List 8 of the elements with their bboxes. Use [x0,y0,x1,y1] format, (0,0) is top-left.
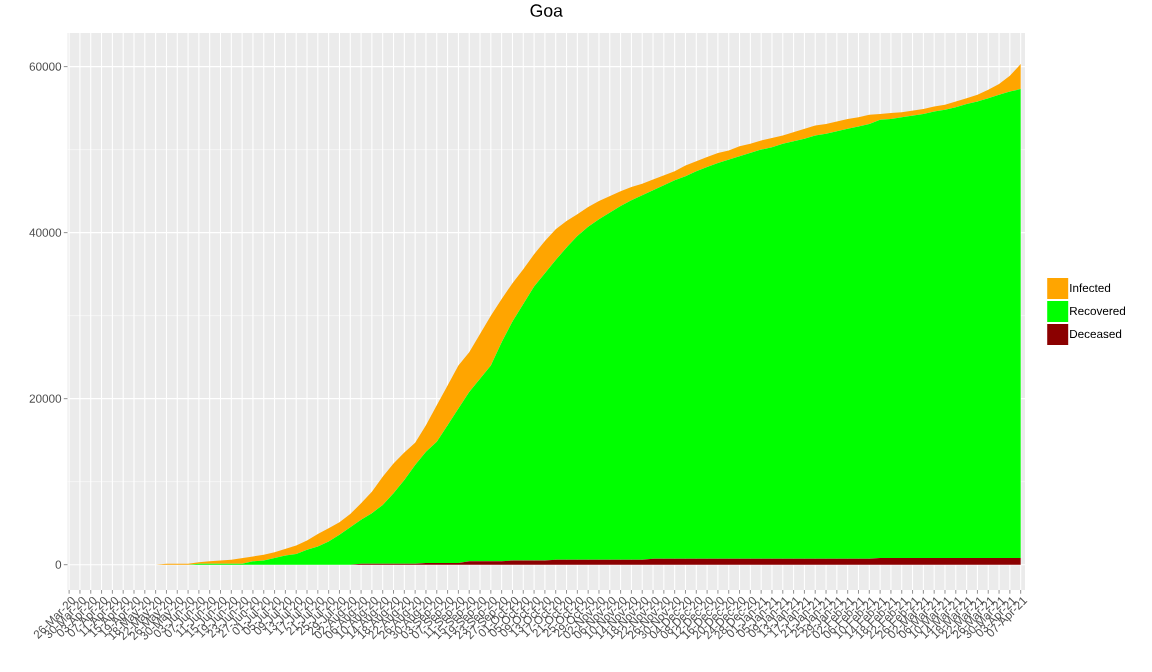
legend-label: Deceased [1070,329,1122,339]
legend-label: Infected [1070,283,1111,293]
y-tick-label: 0 [55,560,62,569]
y-tick-label: 60000 [29,62,62,71]
y-tick-label: 20000 [29,394,62,403]
legend-label: Recovered [1070,306,1126,316]
chart-title: Goa [530,4,563,17]
y-tick-label: 40000 [29,228,62,237]
